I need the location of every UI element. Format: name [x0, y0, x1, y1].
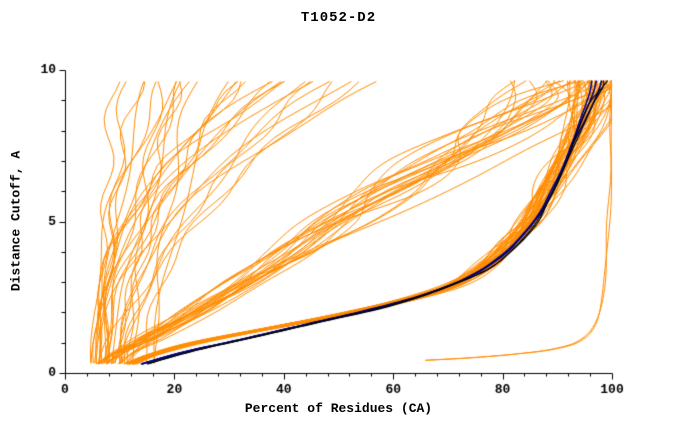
- chart-title: T1052-D2: [300, 10, 377, 26]
- y-axis-label: Distance Cutoff, A: [8, 150, 24, 292]
- x-axis-label: Percent of Residues (CA): [244, 401, 433, 416]
